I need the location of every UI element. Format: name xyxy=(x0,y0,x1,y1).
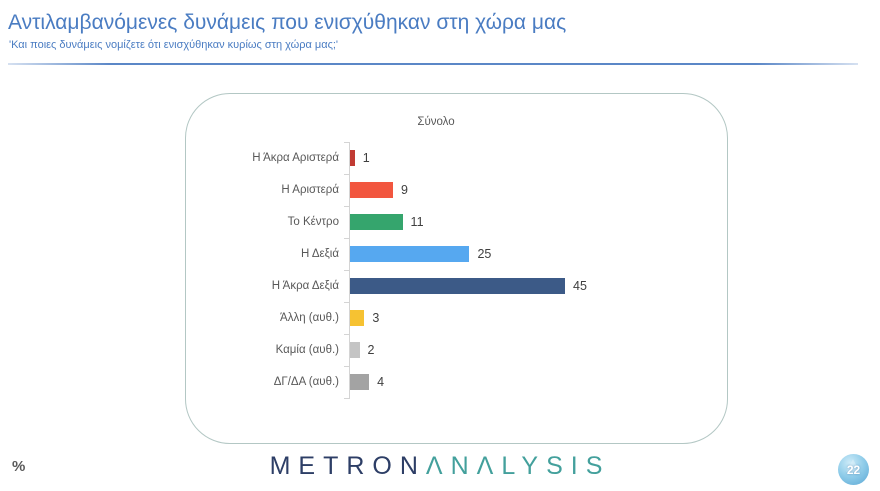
category-label: Η Άκρα Δεξιά xyxy=(271,280,339,292)
value-label: 11 xyxy=(410,215,424,229)
bar xyxy=(350,150,355,166)
value-label: 3 xyxy=(372,311,380,325)
chart-row: Το Κέντρο 11 xyxy=(186,206,727,239)
chart-row: Η Δεξιά 25 xyxy=(186,238,727,271)
category-label: Η Αριστερά xyxy=(281,184,339,196)
page-title: Αντιλαμβανόμενες δυνάμεις που ενισχύθηκα… xyxy=(8,11,567,34)
category-label: ΔΓ/ΔΑ (αυθ.) xyxy=(273,376,339,388)
chart-row: Άλλη (αυθ.) 3 xyxy=(186,302,727,335)
chart-row: Η Άκρα Δεξιά 45 xyxy=(186,270,727,303)
droplet-triangle-icon xyxy=(846,459,860,472)
category-label: Η Άκρα Αριστερά xyxy=(252,152,339,164)
value-label: 2 xyxy=(367,343,375,357)
bar xyxy=(350,214,403,230)
plot-area: 3 xyxy=(344,302,727,335)
footer-logo: METRONΛNΛLYSIS xyxy=(0,452,880,481)
value-label: 1 xyxy=(362,151,370,165)
category-label: Η Δεξιά xyxy=(300,248,339,260)
plot-area: 45 xyxy=(344,270,727,303)
value-label: 45 xyxy=(573,279,587,293)
chart-row: Η Αριστερά 9 xyxy=(186,174,727,207)
chart-column-header: Σύνολο xyxy=(417,116,455,128)
bar xyxy=(350,342,360,358)
value-label: 9 xyxy=(401,183,408,197)
category-label: Άλλη (αυθ.) xyxy=(280,312,339,324)
header-divider xyxy=(8,63,858,65)
plot-area: 1 xyxy=(344,142,727,175)
logo-analysis: ΛNΛLYSIS xyxy=(425,452,611,480)
chart-row: Καμία (αυθ.) 2 xyxy=(186,334,727,367)
logo-metron: METRON xyxy=(269,452,426,480)
bar xyxy=(350,374,370,390)
value-label: 4 xyxy=(377,375,385,389)
chart-card: Σύνολο Η Άκρα Αριστερά 1 Η Αριστερά 9 Το Κέν… xyxy=(185,93,728,444)
category-label: Καμία (αυθ.) xyxy=(275,344,339,356)
bar xyxy=(350,278,565,294)
plot-area: 9 xyxy=(344,174,727,207)
category-label: Το Κέντρο xyxy=(287,216,339,228)
page-number-badge: 22 xyxy=(838,454,869,485)
plot-area: 4 xyxy=(344,366,727,399)
chart-row: Η Άκρα Αριστερά 1 xyxy=(186,142,727,175)
value-label: 25 xyxy=(477,247,492,261)
bar xyxy=(350,182,393,198)
plot-area: 25 xyxy=(344,238,727,271)
chart-row: ΔΓ/ΔΑ (αυθ.) 4 xyxy=(186,366,727,399)
plot-area: 11 xyxy=(344,206,727,239)
percent-note: % xyxy=(12,458,26,475)
plot-area: 2 xyxy=(344,334,727,367)
bar-chart: Η Άκρα Αριστερά 1 Η Αριστερά 9 Το Κέντρο 11 Η … xyxy=(186,142,727,399)
page-subtitle: 'Και ποιες δυνάμεις νομίζετε ότι ενισχύθ… xyxy=(9,39,339,51)
page-number: 22 xyxy=(846,462,861,477)
bar xyxy=(350,310,365,326)
bar xyxy=(350,246,470,262)
